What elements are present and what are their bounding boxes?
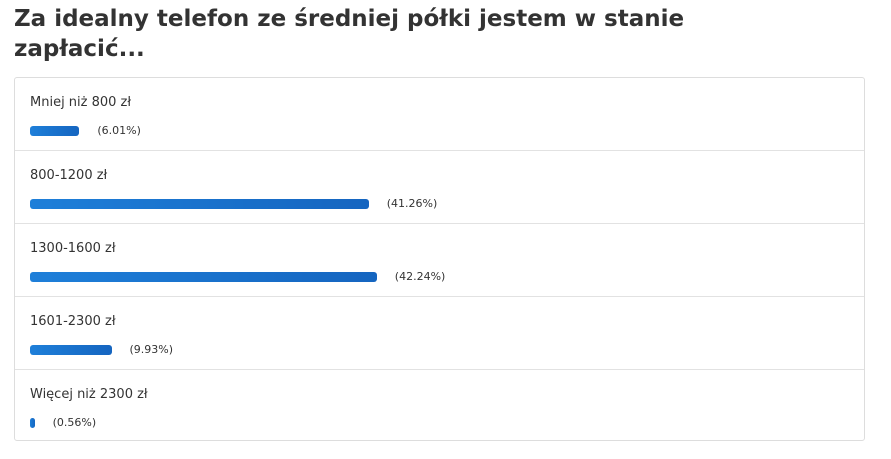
value-label: (6.01%) bbox=[97, 124, 141, 137]
bar bbox=[30, 418, 35, 428]
poll-title: Za idealny telefon ze średniej półki jes… bbox=[14, 6, 685, 62]
option-label: 800-1200 zł bbox=[30, 168, 108, 183]
option-label: Więcej niż 2300 zł bbox=[30, 387, 148, 402]
poll-results: Mniej niż 800 zł (6.01%) 800-1200 zł (41.26… bbox=[14, 77, 865, 441]
option-label: 1300-1600 zł bbox=[30, 241, 116, 256]
value-label: (41.26%) bbox=[386, 197, 438, 210]
poll-option: 1300-1600 zł (42.24%) bbox=[15, 224, 864, 297]
value-label: (42.24%) bbox=[394, 270, 446, 283]
value-label: (0.56%) bbox=[52, 416, 97, 429]
bar bbox=[30, 126, 80, 136]
bar bbox=[30, 345, 112, 355]
value-label: (9.93%) bbox=[129, 343, 174, 356]
poll-option: Mniej niż 800 zł (6.01%) bbox=[15, 78, 864, 151]
bar bbox=[30, 272, 377, 282]
poll-option: 1601-2300 zł (9.93%) bbox=[15, 297, 864, 370]
poll-option: Więcej niż 2300 zł (0.56%) bbox=[15, 370, 864, 443]
bar bbox=[30, 199, 369, 209]
option-label: Mniej niż 800 zł bbox=[30, 95, 132, 110]
poll-option: 800-1200 zł (41.26%) bbox=[15, 151, 864, 224]
option-label: 1601-2300 zł bbox=[30, 314, 116, 329]
